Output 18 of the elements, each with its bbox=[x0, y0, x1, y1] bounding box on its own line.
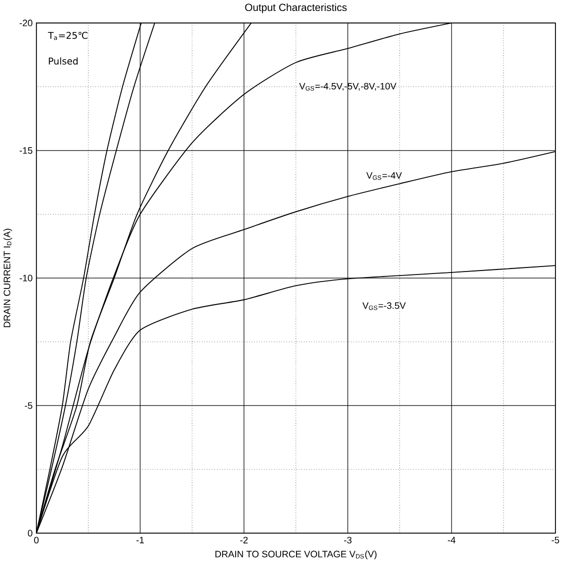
annotation: V$_{GS}$=-3.5V bbox=[362, 302, 406, 310]
x-tick-label: -5 bbox=[552, 536, 560, 544]
y-tick-label: -5 bbox=[24, 402, 32, 410]
y-axis-title: DRAIN CURRENT I$_{D}$(A) bbox=[3, 228, 12, 328]
annotation: V$_{GS}$=-4V bbox=[366, 172, 402, 180]
chart-title: Output Characteristics bbox=[245, 4, 347, 14]
x-tick-label: -1 bbox=[136, 536, 144, 544]
annotation: Pulsed bbox=[48, 58, 78, 65]
x-axis-title: DRAIN TO SOURCE VOLTAGE V$_{DS}$(V) bbox=[215, 550, 377, 560]
x-tick-label: 0 bbox=[34, 536, 39, 544]
x-tick-label: -3 bbox=[344, 536, 352, 544]
y-tick-label: -20 bbox=[20, 20, 32, 26]
y-tick-label: 0 bbox=[28, 530, 32, 537]
annotation: T$_{a}$=25℃ bbox=[48, 32, 88, 40]
y-tick-label: -15 bbox=[20, 147, 32, 154]
y-tick-label: -10 bbox=[20, 274, 32, 282]
x-tick-label: -4 bbox=[448, 536, 456, 544]
x-tick-label: -2 bbox=[240, 536, 248, 544]
